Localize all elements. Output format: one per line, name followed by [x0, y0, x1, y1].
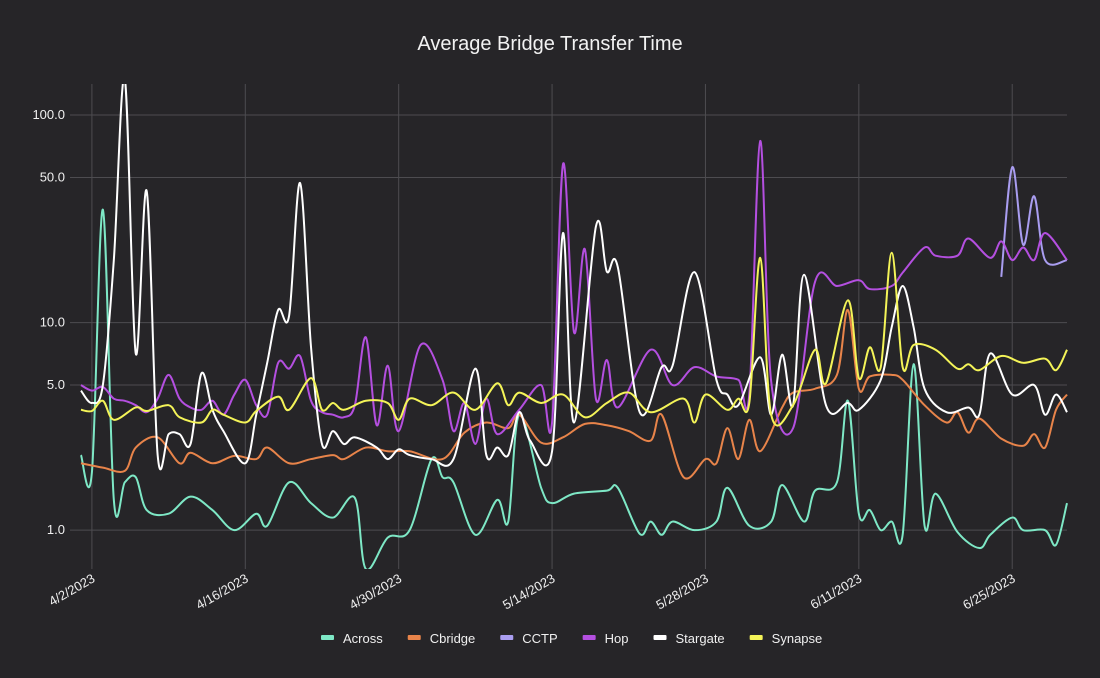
series-line-across	[80, 208, 1068, 569]
y-axis: 1.0 5.0 10.0 50.0 100.0	[32, 107, 65, 537]
x-tick-label: 6/25/2023	[960, 571, 1018, 613]
y-tick-label: 50.0	[40, 169, 65, 184]
legend-label: Hop	[605, 631, 629, 646]
legend-item-synapse[interactable]: Synapse	[749, 631, 823, 646]
series-line-cctp	[1000, 166, 1068, 277]
legend-item-stargate[interactable]: Stargate	[653, 631, 725, 646]
series-line-stargate	[80, 84, 1068, 471]
legend-item-cbridge[interactable]: Cbridge	[407, 631, 476, 646]
legend-swatch	[321, 635, 334, 640]
legend-swatch	[749, 635, 763, 640]
x-tick-label: 5/14/2023	[500, 571, 558, 613]
y-tick-label: 5.0	[47, 377, 65, 392]
legend-label: Stargate	[676, 631, 725, 646]
legend-swatch	[653, 635, 667, 640]
x-axis: 4/2/2023 4/16/2023 4/30/2023 5/14/2023 5/28/…	[46, 571, 1018, 613]
legend-label: CCTP	[522, 631, 557, 646]
y-tick-label: 100.0	[32, 107, 65, 122]
legend-swatch	[500, 635, 514, 640]
legend-item-hop[interactable]: Hop	[582, 631, 629, 646]
x-tick-label: 4/2/2023	[46, 571, 97, 609]
legend-item-across[interactable]: Across	[321, 631, 383, 646]
y-tick-label: 1.0	[47, 522, 65, 537]
x-tick-label: 6/11/2023	[808, 571, 865, 612]
series-line-synapse	[80, 251, 1068, 427]
series-line-cbridge	[80, 308, 1068, 480]
y-tick-label: 10.0	[40, 315, 65, 330]
legend-label: Synapse	[772, 631, 823, 646]
x-tick-label: 5/28/2023	[653, 571, 711, 613]
legend-item-cctp[interactable]: CCTP	[500, 631, 558, 646]
legend-swatch	[407, 635, 421, 640]
x-tick-label: 4/16/2023	[193, 571, 251, 613]
legend-swatch	[582, 635, 596, 640]
legend-label: Cbridge	[430, 631, 476, 646]
legend: Across Cbridge CCTP Hop Stargate Synapse	[321, 631, 822, 646]
legend-label: Across	[343, 631, 383, 646]
chart-title: Average Bridge Transfer Time	[417, 33, 682, 55]
x-tick-label: 4/30/2023	[347, 571, 405, 613]
gridlines	[70, 84, 1067, 569]
series-lines	[80, 84, 1068, 569]
